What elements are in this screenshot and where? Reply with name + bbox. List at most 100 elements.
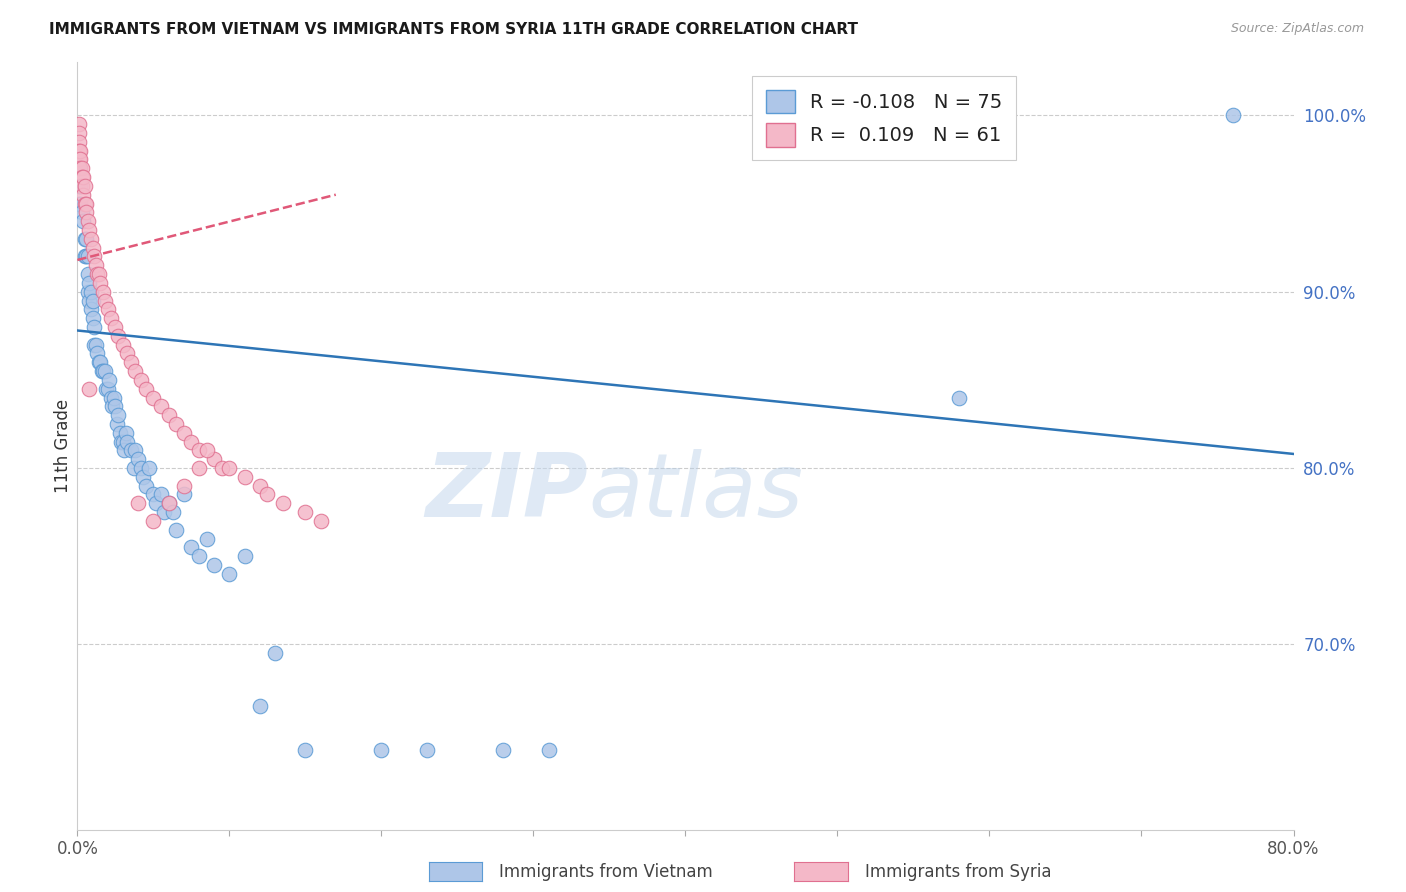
Point [67,161,90,176]
Point [77,267,100,281]
Point [188,443,211,458]
Point [111,434,134,449]
Point [104,320,127,334]
Point [72,187,94,202]
Point [101,400,124,414]
Point [80,302,103,317]
Point [110,434,132,449]
Point [80,232,103,246]
Point [107,328,129,343]
Point [69,178,91,193]
Point [249,699,271,714]
Point [75,232,97,246]
Point [173,425,195,440]
Point [79,223,101,237]
Point [173,478,195,492]
Point [195,443,218,458]
Point [87,267,110,281]
Point [165,523,187,537]
Point [79,382,101,396]
Point [77,249,100,263]
Point [218,461,240,475]
Point [309,514,332,528]
Point [87,355,110,369]
Point [492,743,515,757]
Point [120,355,142,369]
Point [90,364,112,378]
Point [202,558,225,572]
Point [124,364,146,378]
Point [948,391,970,405]
Text: IMMIGRANTS FROM VIETNAM VS IMMIGRANTS FROM SYRIA 11TH GRADE CORRELATION CHART: IMMIGRANTS FROM VIETNAM VS IMMIGRANTS FR… [49,22,858,37]
Point [129,373,152,387]
Point [89,355,111,369]
Point [75,205,97,219]
Point [73,196,96,211]
Point [153,505,176,519]
Point [100,311,122,326]
Point [120,443,142,458]
Point [131,470,153,484]
Point [135,382,157,396]
Point [97,302,120,317]
Y-axis label: 11th Grade: 11th Grade [55,399,73,493]
Point [91,364,114,378]
Point [75,196,97,211]
Text: Immigrants from Syria: Immigrants from Syria [865,863,1052,881]
Point [115,425,138,440]
Point [104,400,127,414]
Point [77,214,100,228]
Point [73,178,96,193]
Text: Immigrants from Vietnam: Immigrants from Vietnam [499,863,713,881]
Point [211,461,233,475]
Point [82,311,104,326]
Legend: R = -0.108   N = 75, R =  0.109   N = 61: R = -0.108 N = 75, R = 0.109 N = 61 [752,76,1017,161]
Point [67,117,90,131]
Point [249,478,271,492]
Point [202,452,225,467]
Point [72,170,94,185]
Point [218,566,240,581]
Point [124,443,146,458]
Point [70,170,93,185]
Point [67,178,90,193]
Point [370,743,392,757]
Point [82,293,104,308]
Point [157,408,180,422]
Point [73,232,96,246]
Point [195,532,218,546]
Point [142,514,165,528]
Point [162,505,184,519]
Point [70,178,93,193]
Point [117,346,139,360]
Point [93,364,115,378]
Point [83,337,105,351]
Point [84,258,107,272]
Point [188,461,211,475]
Point [73,249,96,263]
Point [180,434,202,449]
Point [157,496,180,510]
Point [127,496,149,510]
Point [80,285,103,299]
Point [69,144,91,158]
Point [271,496,294,510]
Point [98,373,121,387]
Point [122,461,145,475]
Point [1222,108,1244,122]
Point [157,496,180,510]
Point [83,249,105,263]
Point [83,320,105,334]
Point [75,249,97,263]
Point [149,400,172,414]
Point [91,285,114,299]
Point [79,293,101,308]
Point [233,549,256,564]
Point [129,461,152,475]
Point [84,337,107,351]
Point [264,646,287,660]
Point [537,743,560,757]
Point [69,161,91,176]
Point [70,161,93,176]
Point [67,135,90,149]
